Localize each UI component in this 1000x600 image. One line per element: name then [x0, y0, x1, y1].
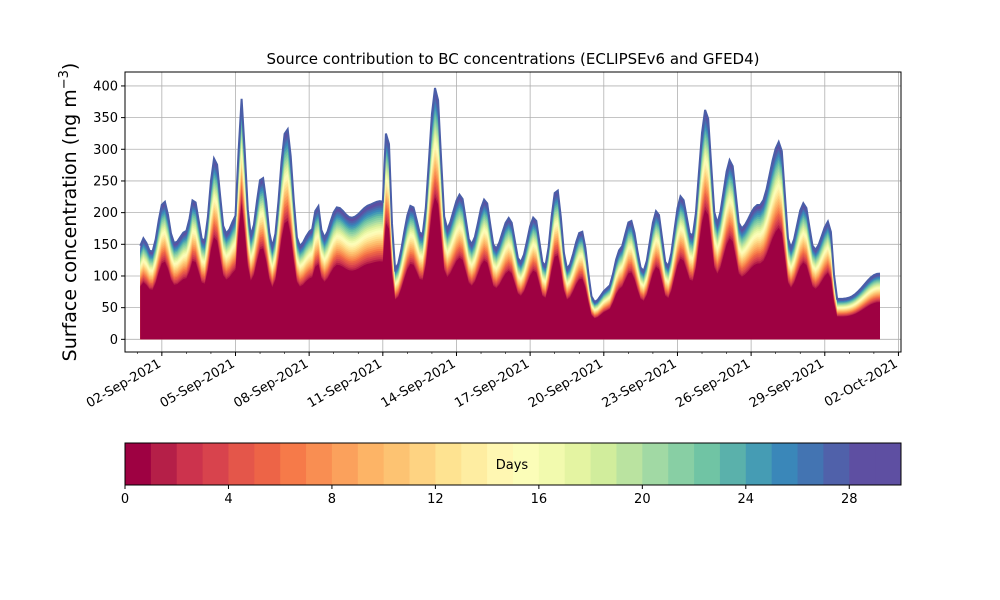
colorbar-cell: [176, 443, 203, 485]
y-tick-label: 250: [93, 174, 118, 189]
colorbar-cell: [383, 443, 410, 485]
x-tick-label: 26-Sep-2021: [673, 356, 753, 411]
x-tick-label: 17-Sep-2021: [452, 356, 532, 411]
colorbar-cell: [435, 443, 462, 485]
colorbar-cell: [357, 443, 385, 485]
x-tick-label: 08-Sep-2021: [231, 356, 311, 411]
x-tick-label: 20-Sep-2021: [526, 356, 606, 411]
colorbar-cell: [538, 443, 566, 485]
y-tick-label: 0: [110, 333, 118, 348]
colorbar-cell: [513, 443, 540, 485]
colorbar-cell: [797, 443, 824, 485]
colorbar: Days 0 4 8 12 16 20 24 28: [121, 442, 902, 507]
colorbar-cell: [771, 443, 798, 485]
area-bands: [140, 88, 881, 340]
x-tick-label: 02-Oct-2021: [822, 356, 900, 410]
x-tick-label: 14-Sep-2021: [379, 356, 459, 411]
y-tick-label: 50: [101, 301, 118, 316]
x-tick-label: 23-Sep-2021: [600, 356, 680, 411]
colorbar-cell: [409, 443, 436, 485]
colorbar-cell: [280, 443, 307, 485]
colorbar-tick-label: 0: [121, 492, 129, 507]
colorbar-cell: [590, 443, 617, 485]
colorbar-tick-label: 16: [531, 492, 548, 507]
colorbar-cell: [849, 443, 876, 485]
y-axis-label: Surface concentration (ng m−3): [57, 63, 81, 362]
colorbar-cell: [254, 443, 281, 485]
colorbar-cell: [461, 443, 488, 485]
plot-area: 0 50 100 150 200 250 300 350 400 02-Sep-202105-S…: [84, 71, 902, 411]
age-band-0: [140, 197, 881, 340]
y-axis-label-main: Surface concentration (ng m: [59, 89, 81, 361]
colorbar-tick-label: 4: [224, 492, 232, 507]
chart-title: Source contribution to BC concentrations…: [266, 50, 759, 68]
colorbar-tick-label: 28: [841, 492, 858, 507]
x-tick-label: 11-Sep-2021: [305, 356, 385, 411]
colorbar-cell: [125, 443, 152, 485]
y-tick-label: 400: [93, 79, 118, 94]
colorbar-cell: [150, 443, 178, 485]
colorbar-tick-label: 24: [738, 492, 755, 507]
y-axis: 0 50 100 150 200 250 300 350 400: [93, 79, 125, 348]
colorbar-cell: [875, 443, 902, 485]
colorbar-cell: [694, 443, 721, 485]
y-axis-label-exponent: −3: [57, 70, 72, 89]
colorbar-label: Days: [496, 458, 529, 473]
y-tick-label: 100: [93, 269, 118, 284]
x-tick-label: 29-Sep-2021: [747, 356, 827, 411]
colorbar-cells: [125, 443, 902, 485]
colorbar-cell: [823, 443, 850, 485]
x-axis: 02-Sep-202105-Sep-202108-Sep-202111-Sep-…: [84, 352, 900, 411]
x-tick-label: 02-Sep-2021: [84, 356, 164, 411]
colorbar-tick-label: 8: [328, 492, 336, 507]
y-tick-label: 150: [93, 238, 118, 253]
y-tick-label: 350: [93, 111, 118, 126]
colorbar-cell: [331, 443, 359, 485]
colorbar-cell: [642, 443, 669, 485]
colorbar-cell: [202, 443, 229, 485]
x-tick-label: 05-Sep-2021: [158, 356, 238, 411]
colorbar-tick-label: 20: [634, 492, 651, 507]
colorbar-cell: [668, 443, 695, 485]
colorbar-tick-label: 12: [427, 492, 444, 507]
colorbar-cell: [719, 443, 747, 485]
y-axis-label-close: ): [59, 63, 81, 70]
colorbar-frame: [124, 442, 902, 486]
colorbar-cell: [616, 443, 643, 485]
colorbar-ticks: 0 4 8 12 16 20 24 28: [121, 485, 858, 507]
colorbar-cell: [306, 443, 333, 485]
total-concentration-line: [139, 87, 881, 304]
y-tick-label: 300: [93, 143, 118, 158]
plot-frame: [124, 71, 902, 353]
colorbar-cell: [487, 443, 514, 485]
colorbar-cell: [745, 443, 773, 485]
colorbar-cell: [228, 443, 255, 485]
y-tick-label: 200: [93, 206, 118, 221]
colorbar-cell: [564, 443, 591, 485]
